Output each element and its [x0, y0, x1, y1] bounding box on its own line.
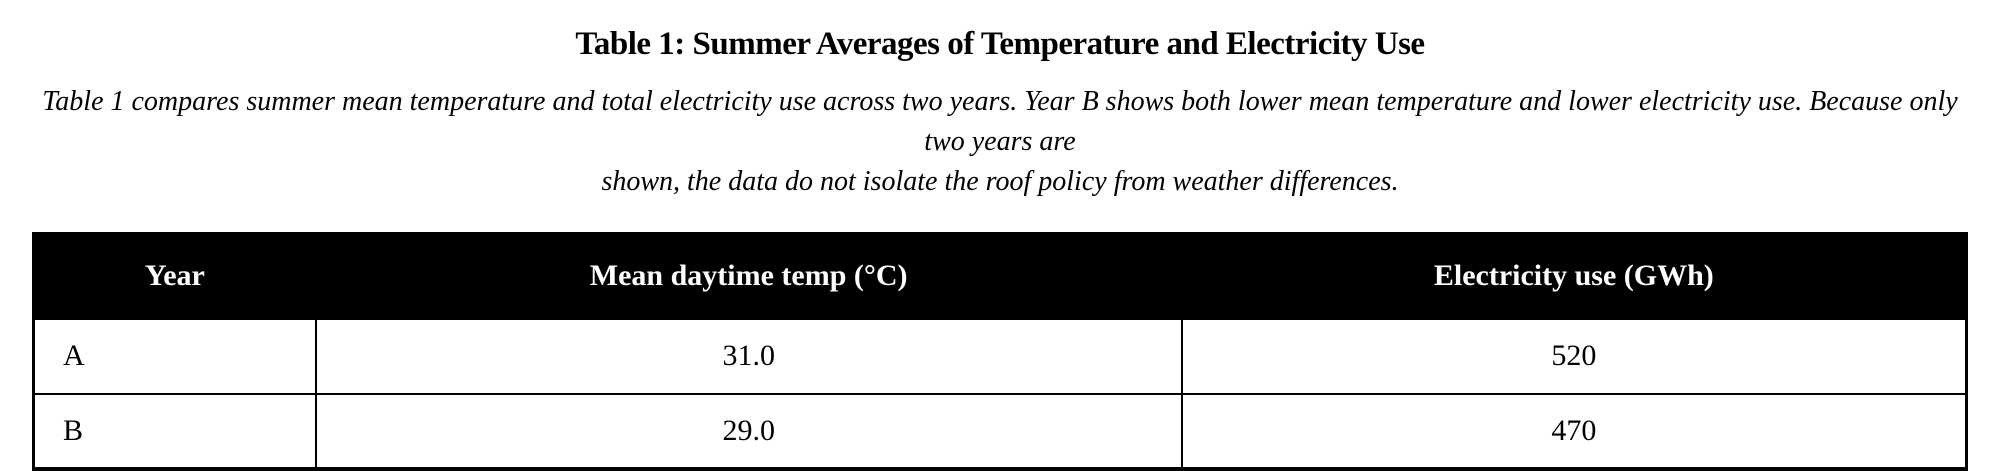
table-title: Table 1: Summer Averages of Temperature …: [575, 26, 1425, 62]
cell-year-b: B: [32, 392, 317, 470]
cell-electricity-a: 520: [1180, 317, 1968, 395]
column-header-year: Year: [32, 232, 317, 320]
table-caption: Table 1 compares summer mean temperature…: [28, 82, 1972, 202]
cell-year-a: A: [32, 317, 317, 395]
table-row-year-b: B 29.0 470: [32, 392, 1968, 470]
cell-temp-a: 31.0: [314, 317, 1183, 395]
table-header-row: Year Mean daytime temp (°C) Electricity …: [32, 232, 1968, 320]
column-header-mean-daytime-temp: Mean daytime temp (°C): [314, 232, 1183, 320]
cell-electricity-b: 470: [1180, 392, 1968, 470]
table-caption-line-2: shown, the data do not isolate the roof …: [601, 166, 1399, 197]
column-header-electricity-use: Electricity use (GWh): [1180, 232, 1968, 320]
table-caption-line-1: Table 1 compares summer mean temperature…: [42, 86, 1958, 157]
data-table: Year Mean daytime temp (°C) Electricity …: [32, 232, 1968, 471]
cell-temp-b: 29.0: [314, 392, 1183, 470]
table-row-year-a: A 31.0 520: [32, 317, 1968, 395]
